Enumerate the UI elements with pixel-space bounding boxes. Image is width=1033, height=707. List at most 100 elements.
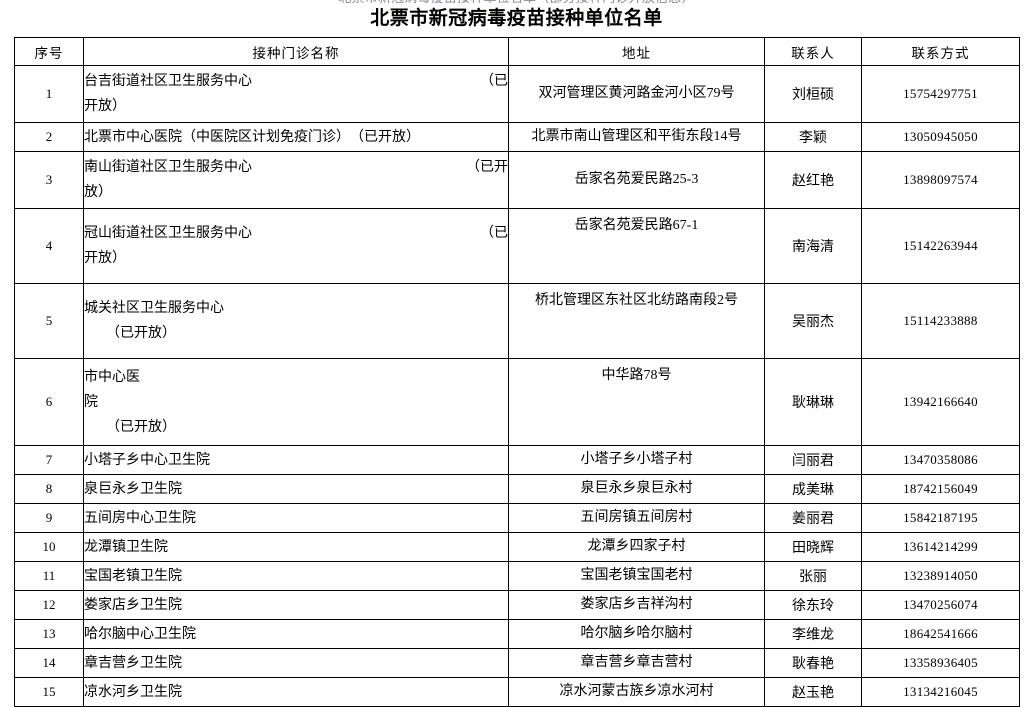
site-address: 双河管理区黄河路金河小区79号 [508, 65, 765, 123]
table-row: 15 凉水河乡卫生院 凉水河蒙古族乡凉水河村 赵玉艳 13134216045 [14, 677, 1020, 707]
row-index: 13 [14, 619, 84, 649]
site-address: 五间房镇五间房村 [508, 503, 765, 533]
clinic-name: 龙潭镇卫生院 [83, 532, 509, 562]
contact-person: 田晓辉 [764, 532, 862, 562]
clinic-name-line: 娄家店乡卫生院 [84, 597, 182, 613]
row-index: 7 [14, 445, 84, 475]
clinic-name-line: 宝国老镇卫生院 [84, 568, 182, 584]
row-index: 9 [14, 503, 84, 533]
contact-person: 南海清 [764, 208, 862, 284]
page-title: 北票市新冠病毒疫苗接种单位名单 [370, 8, 663, 29]
row-index: 12 [14, 590, 84, 620]
contact-phone: 15754297751 [861, 65, 1020, 123]
clinic-status-line: （已开放） [106, 419, 176, 435]
row-index: 6 [14, 358, 84, 446]
clinic-name-line: 小塔子乡中心卫生院 [84, 452, 210, 468]
clinic-name-line: 城关社区卫生服务中心 [84, 301, 224, 316]
site-address: 小塔子乡小塔子村 [508, 445, 765, 475]
site-address: 桥北管理区东社区北纺路南段2号 [508, 283, 765, 359]
row-index: 15 [14, 677, 84, 707]
site-address: 岳家名苑爱民路25-3 [508, 151, 765, 209]
clinic-name-line: 台吉街道社区卫生服务中心 （已 [84, 74, 508, 89]
clinic-name-line: 龙潭镇卫生院 [84, 539, 168, 555]
table-row: 1 台吉街道社区卫生服务中心 （已 开放） 双河管理区黄河路金河小区79号 刘桓硕… [14, 65, 1020, 123]
table-row: 2 北票市中心医院（中医院区计划免疫门诊） （已开放） 北票市南山管理区和平街东… [14, 122, 1020, 152]
clinic-name: 宝国老镇卫生院 [83, 561, 509, 591]
row-index: 3 [14, 151, 84, 209]
contact-person: 徐东玲 [764, 590, 862, 620]
contact-person: 刘桓硕 [764, 65, 862, 123]
contact-person: 姜丽君 [764, 503, 862, 533]
clinic-name: 小塔子乡中心卫生院 [83, 445, 509, 475]
table-row: 4 冠山街道社区卫生服务中心 （已 开放） 岳家名苑爱民路67-1 南海清 151… [14, 208, 1020, 284]
clinic-name: 市中心医 院 （已开放） [83, 358, 509, 446]
clinic-name-line: 开放） [84, 251, 126, 266]
contact-phone: 13942166640 [861, 358, 1020, 446]
site-address: 哈尔脑乡哈尔脑村 [508, 619, 765, 649]
clinic-name-line: 南山街道社区卫生服务中心 （已开 [84, 160, 508, 175]
table-row: 5 城关社区卫生服务中心 （已开放） 桥北管理区东社区北纺路南段2号 吴丽杰 1… [14, 283, 1020, 359]
table-row: 14 章吉营乡卫生院 章吉营乡章吉营村 耿春艳 13358936405 [14, 648, 1020, 678]
clinic-name-line: 哈尔脑中心卫生院 [84, 626, 196, 642]
site-address: 岳家名苑爱民路67-1 [508, 208, 765, 284]
contact-phone: 13470358086 [861, 445, 1020, 475]
contact-person: 张丽 [764, 561, 862, 591]
site-address: 凉水河蒙古族乡凉水河村 [508, 677, 765, 707]
site-address: 泉巨永乡泉巨永村 [508, 474, 765, 504]
contact-person: 吴丽杰 [764, 283, 862, 359]
contact-phone: 18742156049 [861, 474, 1020, 504]
contact-phone: 13134216045 [861, 677, 1020, 707]
clinic-name-line: 泉巨永乡卫生院 [84, 481, 182, 497]
row-index: 14 [14, 648, 84, 678]
table-row: 11 宝国老镇卫生院 宝国老镇宝国老村 张丽 13238914050 [14, 561, 1020, 591]
row-index: 5 [14, 283, 84, 359]
clinic-name-line: 开放） [84, 99, 126, 114]
table-row: 12 娄家店乡卫生院 娄家店乡吉祥沟村 徐东玲 13470256074 [14, 590, 1020, 620]
site-address: 章吉营乡章吉营村 [508, 648, 765, 678]
clinic-name-line: 院 [84, 394, 98, 410]
contact-phone: 13470256074 [861, 590, 1020, 620]
row-index: 11 [14, 561, 84, 591]
clinic-name: 五间房中心卫生院 [83, 503, 509, 533]
contact-phone: 13238914050 [861, 561, 1020, 591]
column-header-clinic: 接种门诊名称 [83, 37, 509, 66]
clinic-name: 章吉营乡卫生院 [83, 648, 509, 678]
clinic-name-line: 章吉营乡卫生院 [84, 655, 182, 671]
row-index: 2 [14, 122, 84, 152]
clinic-name: 哈尔脑中心卫生院 [83, 619, 509, 649]
site-address: 宝国老镇宝国老村 [508, 561, 765, 591]
site-address: 北票市南山管理区和平街东段14号 [508, 122, 765, 152]
column-header-index: 序号 [14, 37, 84, 66]
row-index: 10 [14, 532, 84, 562]
site-address: 龙潭乡四家子村 [508, 532, 765, 562]
table-row: 10 龙潭镇卫生院 龙潭乡四家子村 田晓辉 13614214299 [14, 532, 1020, 562]
contact-phone: 18642541666 [861, 619, 1020, 649]
row-index: 4 [14, 208, 84, 284]
clinic-name-line: 放） [84, 185, 112, 200]
clinic-name-line: 五间房中心卫生院 [84, 510, 196, 526]
clinic-name: 凉水河乡卫生院 [83, 677, 509, 707]
column-header-contact: 联系人 [764, 37, 862, 66]
row-index: 8 [14, 474, 84, 504]
contact-person: 赵玉艳 [764, 677, 862, 707]
contact-person: 耿春艳 [764, 648, 862, 678]
table-row: 9 五间房中心卫生院 五间房镇五间房村 姜丽君 15842187195 [14, 503, 1020, 533]
clinic-name: 台吉街道社区卫生服务中心 （已 开放） [83, 65, 509, 123]
contact-phone: 15142263944 [861, 208, 1020, 284]
contact-person: 李维龙 [764, 619, 862, 649]
clinic-name: 冠山街道社区卫生服务中心 （已 开放） [83, 208, 509, 284]
contact-person: 成美琳 [764, 474, 862, 504]
clinic-name-line: 北票市中心医院（中医院区计划免疫门诊） （已开放） [84, 129, 420, 145]
clinic-name: 北票市中心医院（中医院区计划免疫门诊） （已开放） [83, 122, 509, 152]
contact-phone: 13614214299 [861, 532, 1020, 562]
contact-person: 闫丽君 [764, 445, 862, 475]
clipped-header-text: 北票市新冠病毒疫苗接种单位名单（部分接种门诊开放信息） [0, 0, 1033, 3]
contact-phone: 15114233888 [861, 283, 1020, 359]
contact-person: 赵红艳 [764, 151, 862, 209]
contact-phone: 13898097574 [861, 151, 1020, 209]
clinic-name-line: 市中心医 [84, 369, 140, 385]
vaccination-sites-table: 序号 接种门诊名称 地址 联系人 联系方式 1 台吉街道社区卫生服务中心 （已 开… [14, 37, 1020, 707]
site-address: 中华路78号 [508, 358, 765, 446]
clinic-name-line: 凉水河乡卫生院 [84, 684, 182, 700]
